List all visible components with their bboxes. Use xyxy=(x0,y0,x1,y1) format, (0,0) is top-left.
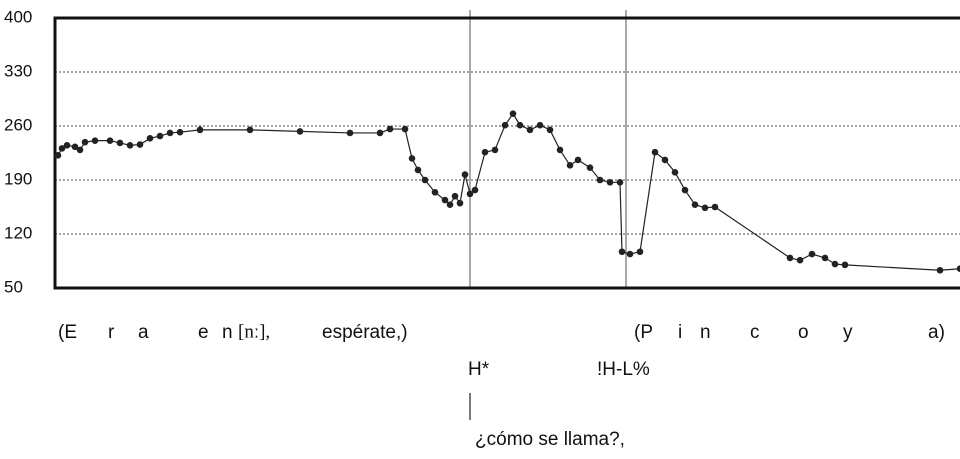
pitch-point xyxy=(346,129,354,137)
word: a xyxy=(138,322,149,343)
pitch-point xyxy=(626,250,634,258)
y-tick-label: 400 xyxy=(4,7,32,26)
pitch-point xyxy=(671,168,679,176)
word: c xyxy=(750,322,760,343)
phrase: ¿cómo se llama?, xyxy=(475,429,625,450)
plot-frame xyxy=(53,16,960,290)
pitch-point xyxy=(176,128,184,136)
pitch-point xyxy=(661,156,669,164)
pitch-point xyxy=(556,146,564,154)
pitch-point xyxy=(786,254,794,262)
pitch-point xyxy=(136,141,144,148)
y-tick-label: 190 xyxy=(4,169,32,188)
pitch-point xyxy=(376,129,384,137)
pitch-point xyxy=(76,146,84,154)
pitch-point xyxy=(808,250,816,258)
word: e xyxy=(198,322,209,343)
pitch-point xyxy=(618,248,626,256)
word: n xyxy=(700,322,711,343)
word: n xyxy=(222,322,233,343)
pitch-point xyxy=(491,146,499,154)
pitch-point xyxy=(91,137,99,144)
pitch-point xyxy=(106,137,114,144)
pitch-point xyxy=(81,138,89,146)
pitch-point xyxy=(58,145,66,152)
pitch-point xyxy=(701,204,709,212)
pitch-point xyxy=(196,126,204,134)
pitch-point xyxy=(566,162,574,169)
pitch-point xyxy=(821,254,829,262)
pitch-point xyxy=(451,192,459,200)
pitch-point xyxy=(956,265,960,273)
pitch-point xyxy=(461,171,469,178)
pitch-point xyxy=(408,155,416,162)
pitch-point xyxy=(386,125,394,133)
pitch-point xyxy=(481,148,489,156)
pitch-point xyxy=(651,148,659,156)
word: i xyxy=(678,322,682,343)
y-tick-label: 120 xyxy=(4,223,32,242)
pitch-point xyxy=(616,179,624,186)
pitch-point xyxy=(516,121,524,129)
pitch-point xyxy=(441,196,449,204)
pitch-point xyxy=(401,125,409,133)
pitch-point xyxy=(636,248,644,256)
word: (P xyxy=(634,322,653,343)
pitch-point xyxy=(126,141,134,149)
pitch-point xyxy=(526,126,534,134)
pitch-point xyxy=(536,121,544,129)
pitch-point xyxy=(156,132,164,140)
pitch-point xyxy=(574,156,582,164)
word: r xyxy=(108,322,115,343)
pitch-point xyxy=(841,261,849,269)
pitch-point xyxy=(63,141,71,149)
pitch-point xyxy=(509,110,517,117)
y-tick-label: 260 xyxy=(4,115,32,134)
pitch-point xyxy=(501,121,509,129)
transcription: (E r a e n [nː], espérate,) (P i n c o y… xyxy=(58,321,945,450)
pitch-point xyxy=(596,176,604,184)
pitch-point xyxy=(166,129,174,137)
pitch-point xyxy=(466,190,474,198)
pitch-point xyxy=(431,189,439,196)
word: o xyxy=(798,322,809,343)
pitch-point xyxy=(606,179,614,186)
pitch-point xyxy=(691,201,699,208)
word: espérate,) xyxy=(322,322,408,343)
pitch-point xyxy=(446,201,454,208)
word: y xyxy=(843,322,853,343)
pitch-point xyxy=(71,143,79,151)
pitch-point xyxy=(456,199,464,207)
pitch-point xyxy=(54,152,62,159)
pitch-point xyxy=(831,260,839,268)
pitch-point xyxy=(116,139,124,147)
pitch-point xyxy=(936,266,944,274)
word: a) xyxy=(928,322,945,343)
y-tick-label: 330 xyxy=(4,61,32,80)
pitch-point xyxy=(246,126,254,134)
tone-label: H* xyxy=(468,359,490,380)
pitch-point xyxy=(546,126,554,134)
y-tick-label: 50 xyxy=(4,277,23,296)
pitch-point xyxy=(421,176,429,184)
word: [nː], xyxy=(238,321,270,342)
pitch-point xyxy=(586,164,594,171)
pitch-point xyxy=(296,128,304,135)
pitch-point xyxy=(146,135,154,142)
pitch-point xyxy=(471,186,479,194)
pitch-point xyxy=(681,186,689,194)
tone-label: !H-L% xyxy=(597,359,650,380)
word: (E xyxy=(58,322,77,343)
pitch-line xyxy=(57,112,960,271)
pitch-point xyxy=(414,166,422,174)
pitch-point xyxy=(796,256,804,264)
pitch-point xyxy=(711,203,719,211)
